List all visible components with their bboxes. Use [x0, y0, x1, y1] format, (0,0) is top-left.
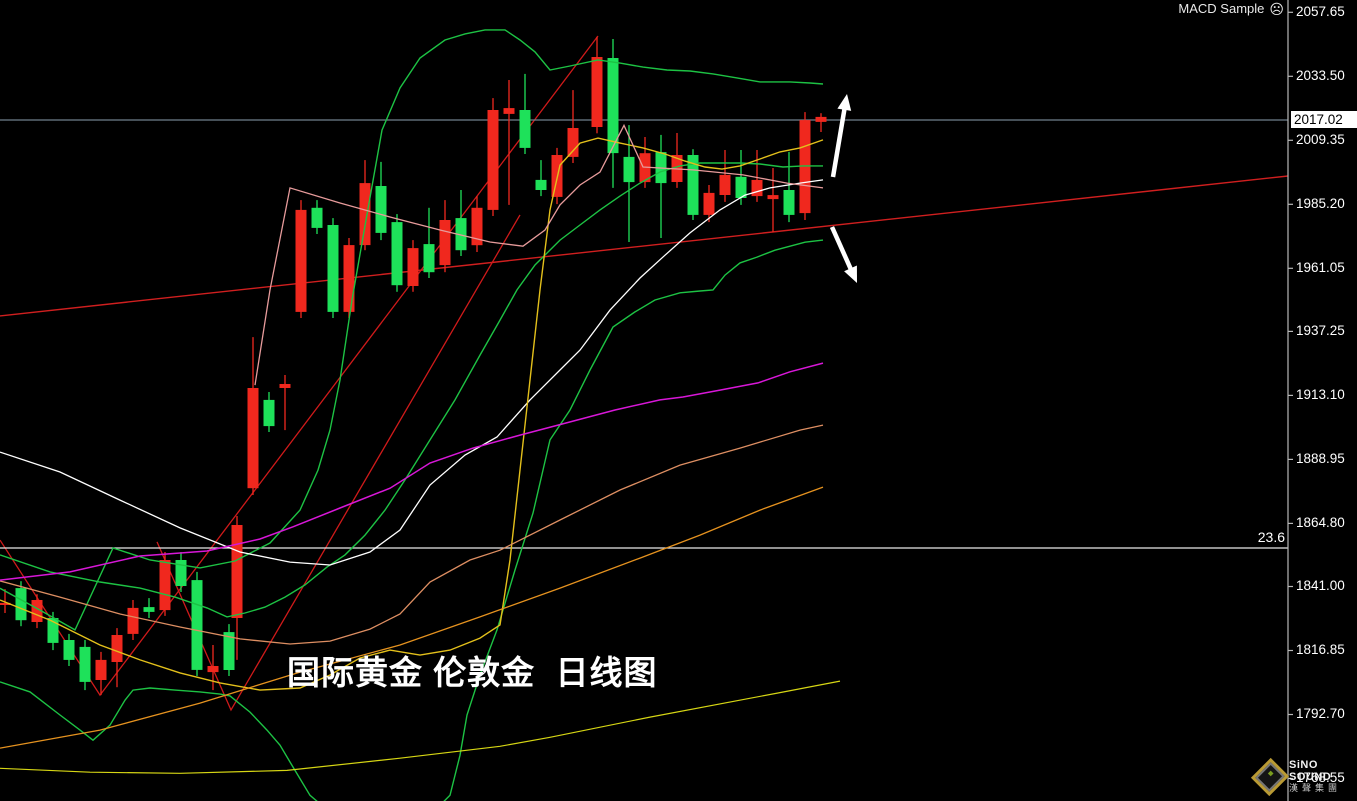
overlay-bollinger-lower — [0, 239, 824, 801]
bull-candle — [815, 116, 827, 122]
bear-candle — [783, 190, 795, 215]
bull-candle — [591, 57, 603, 127]
indicator-watermark: MACD Sample ☹ — [0, 1, 1284, 18]
bear-candle — [143, 607, 155, 612]
bull-candle — [279, 384, 291, 388]
bear-candle — [423, 244, 435, 273]
bull-candle — [159, 560, 171, 611]
bear-candle — [375, 186, 387, 233]
brand-logo: SiNO SOUND 漢聲集團 — [1250, 757, 1357, 797]
bear-candle — [79, 646, 91, 682]
bear-candle — [223, 632, 235, 670]
bear-candle — [535, 179, 547, 190]
overlay-bollinger-upper — [0, 29, 824, 631]
axis-price-label: 1985.20 — [1296, 196, 1345, 211]
annotation-arrows-layer — [829, 94, 857, 283]
sad-face-icon: ☹ — [1269, 1, 1284, 17]
overlay-bollinger-middle — [0, 162, 823, 618]
bull-candle — [487, 110, 499, 210]
bull-candle — [439, 220, 451, 266]
bull-candle — [127, 607, 139, 634]
bull-candle — [343, 245, 355, 312]
bull-candle — [751, 179, 763, 197]
bull-candle — [567, 128, 579, 157]
overlay-yellow-slow-ma — [0, 680, 841, 774]
up-arrow-head — [837, 94, 852, 111]
overlay-orange-ma — [0, 486, 824, 749]
bear-candle — [15, 588, 27, 621]
indicator-name: MACD Sample — [1178, 1, 1265, 16]
indicator-overlays-layer — [0, 29, 841, 801]
bull-candle — [503, 108, 515, 114]
bear-candle — [191, 580, 203, 670]
bull-candle — [703, 192, 715, 215]
chart-title: 国际黄金 伦敦金 日线图 — [287, 654, 658, 691]
axis-price-label: 1913.10 — [1296, 387, 1345, 402]
bear-candle — [607, 58, 619, 154]
up-arrow-shaft — [830, 105, 848, 178]
zigzag-secondary — [156, 214, 521, 712]
axis-price-label: 1937.25 — [1296, 323, 1345, 338]
axis-price-label: 1841.00 — [1296, 578, 1345, 593]
price-axis-layer — [1287, 0, 1293, 801]
bull-candle — [0, 602, 11, 605]
candlesticks-layer — [0, 36, 827, 696]
bear-candle — [687, 155, 699, 215]
bull-candle — [719, 174, 731, 195]
bull-candle — [359, 183, 371, 246]
bear-candle — [455, 218, 467, 251]
bull-candle — [407, 248, 419, 286]
fib-level-label: 23.6 — [1257, 529, 1285, 545]
logo-name: SiNO SOUND — [1289, 759, 1332, 783]
bull-candle — [295, 209, 307, 312]
axis-price-label: 1792.70 — [1296, 706, 1345, 721]
bear-candle — [327, 225, 339, 312]
bull-candle — [95, 659, 107, 680]
bear-candle — [263, 399, 275, 427]
bull-candle — [31, 600, 43, 622]
bear-candle — [311, 207, 323, 228]
overlay-salmon-ma — [0, 424, 824, 645]
bear-candle — [391, 222, 403, 286]
bear-candle — [63, 640, 75, 660]
down-arrow-shaft — [829, 226, 855, 273]
diamond-logo-icon — [1250, 757, 1290, 797]
overlay-white-ma — [0, 179, 824, 566]
bull-candle — [231, 525, 243, 618]
overlay-pink-ma — [254, 123, 824, 386]
axis-price-label: 2009.35 — [1296, 132, 1345, 147]
zigzag-main — [0, 35, 599, 697]
reference-lines-layer — [0, 35, 1289, 712]
axis-price-label: 1768.55 — [1296, 770, 1345, 785]
axis-price-label: 1864.80 — [1296, 515, 1345, 530]
axis-price-label: 2057.65 — [1296, 4, 1345, 19]
down-arrow-head — [844, 265, 857, 283]
bear-candle — [175, 560, 187, 586]
bear-candle — [623, 156, 635, 183]
bull-candle — [111, 635, 123, 662]
bull-candle — [207, 666, 219, 673]
bear-candle — [47, 618, 59, 643]
bull-candle — [799, 120, 811, 214]
logo-subtitle: 漢聲集團 — [1289, 783, 1342, 794]
ascending-trendline — [0, 175, 1289, 317]
bull-candle — [247, 388, 259, 489]
current-price-badge: 2017.02 — [1291, 111, 1357, 128]
axis-price-label: 1816.85 — [1296, 642, 1345, 657]
overlay-yellow-fast-ma — [0, 137, 824, 691]
axis-price-label: 1961.05 — [1296, 260, 1345, 275]
axis-price-label: 1888.95 — [1296, 451, 1345, 466]
overlay-magenta-ma — [0, 362, 824, 581]
bull-candle — [471, 207, 483, 246]
bear-candle — [519, 110, 531, 148]
axis-price-label: 2033.50 — [1296, 68, 1345, 83]
bull-candle — [767, 195, 779, 200]
bear-candle — [735, 176, 747, 198]
